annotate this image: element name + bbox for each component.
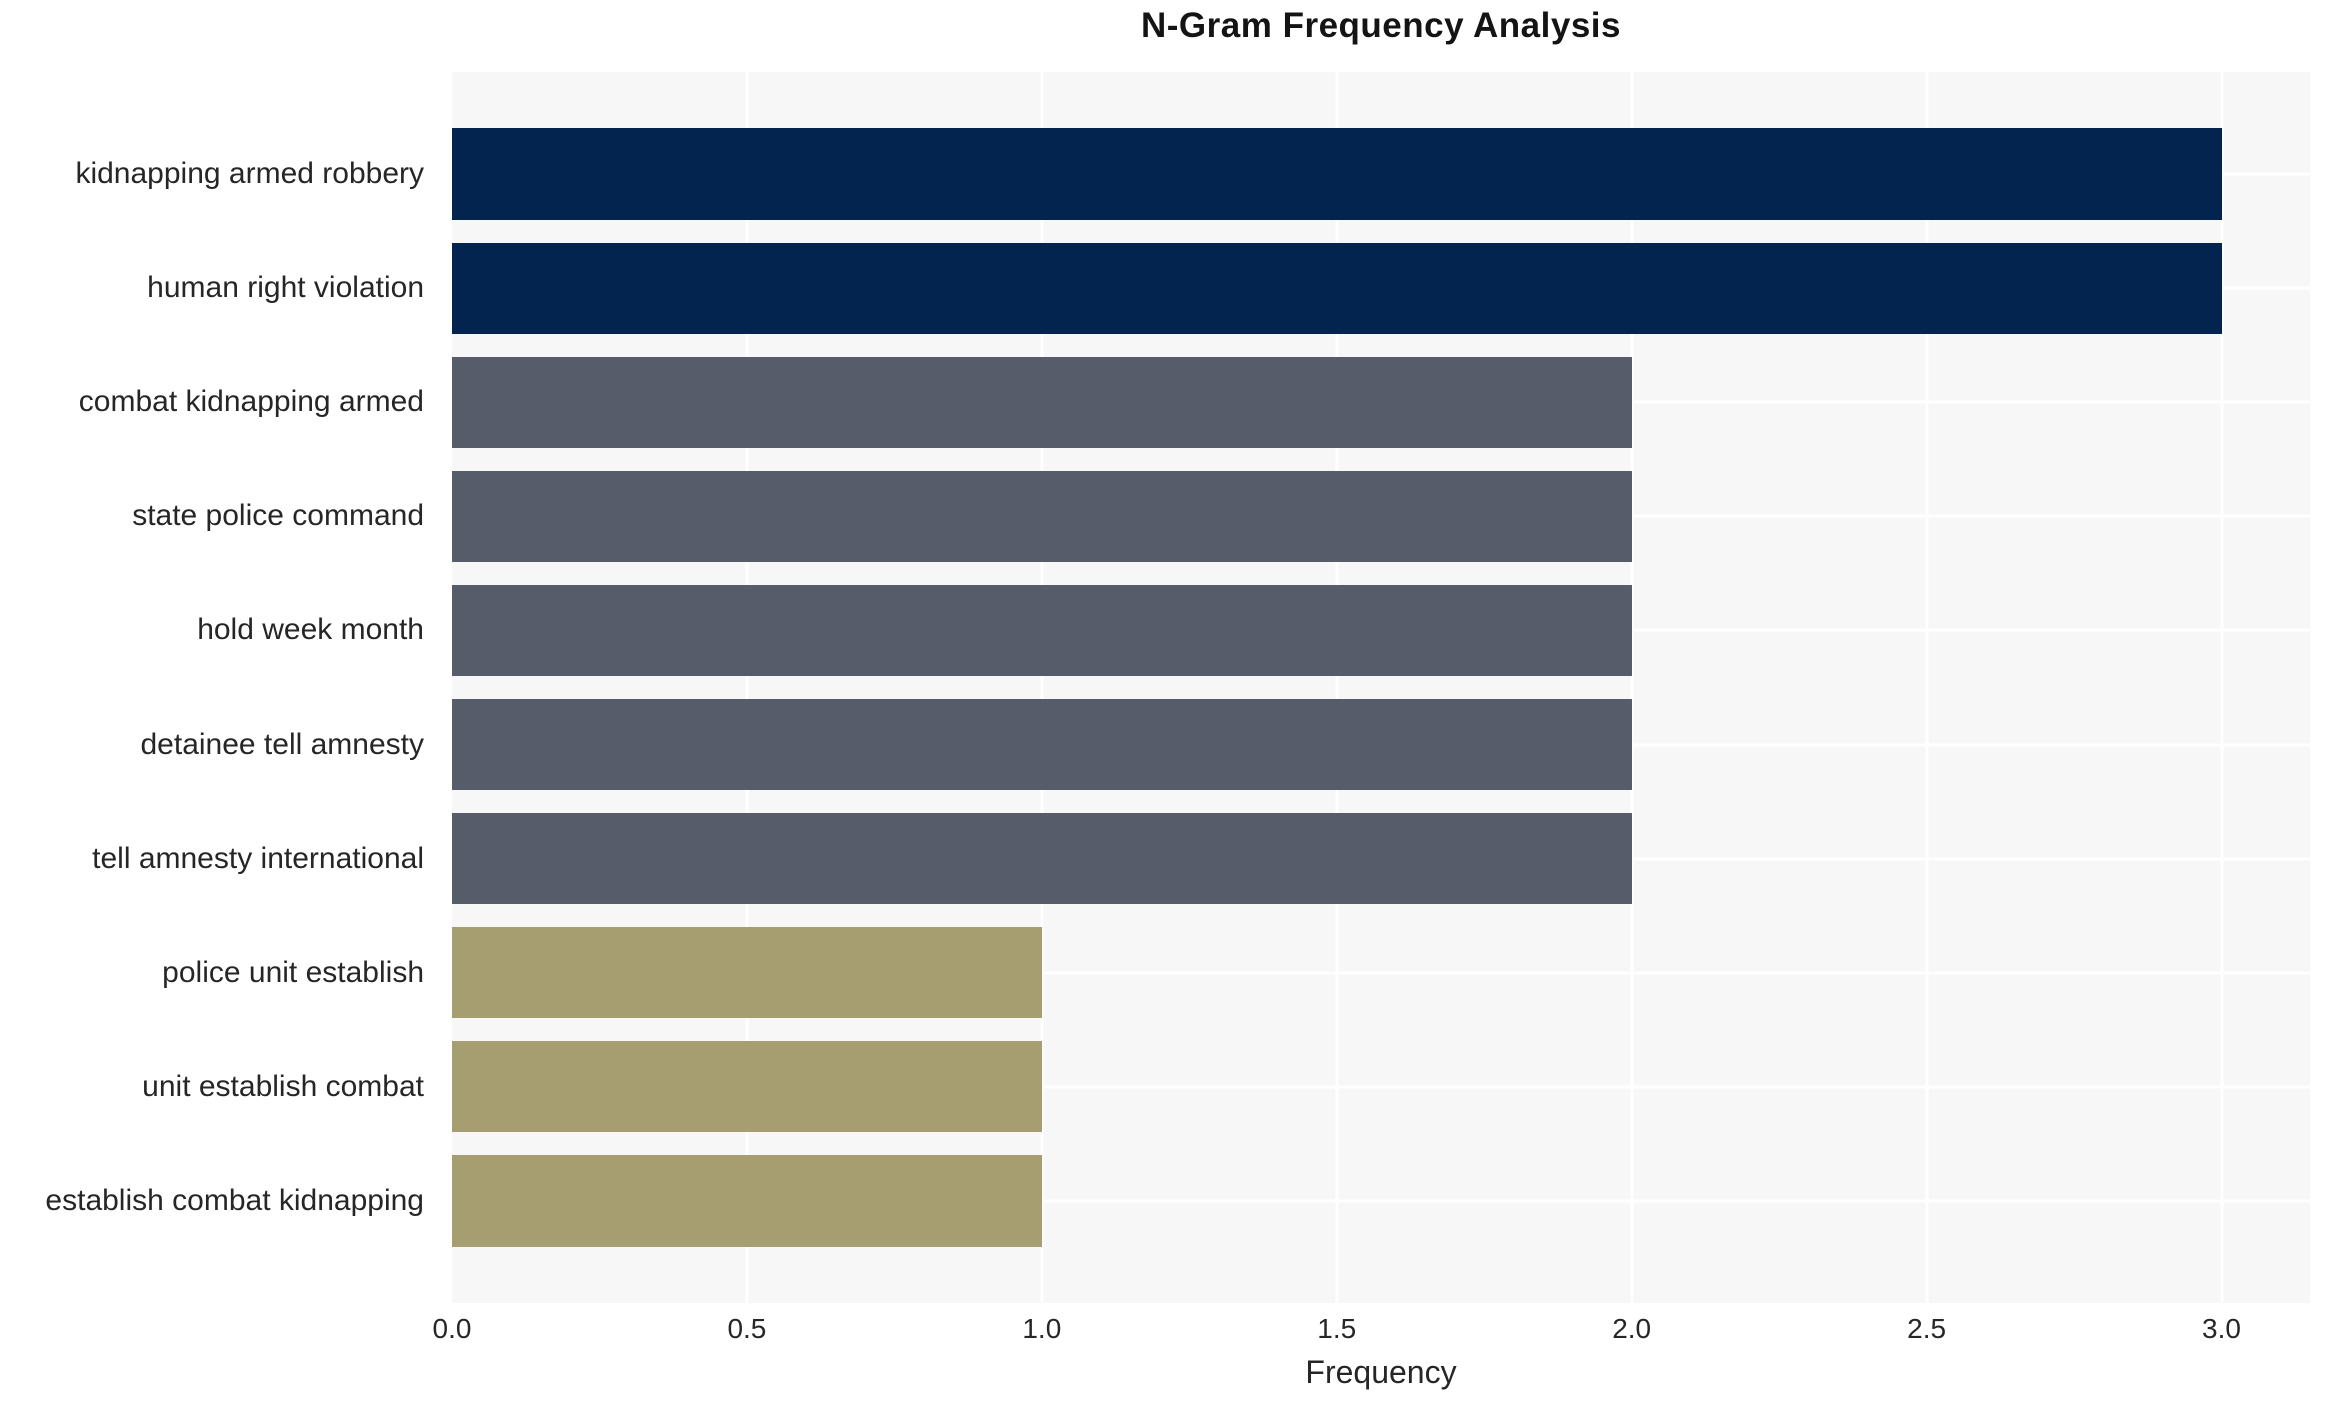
bar-human-right-violation bbox=[452, 242, 2222, 334]
bar-unit-establish-combat bbox=[452, 1041, 1042, 1133]
category-label: detainee tell amnesty bbox=[140, 727, 424, 761]
x-tick-label: 2.5 bbox=[1907, 1313, 1947, 1344]
category-label: hold week month bbox=[197, 613, 424, 647]
bar-row bbox=[452, 345, 2310, 459]
plot-area bbox=[452, 72, 2310, 1303]
bar-row bbox=[452, 459, 2310, 573]
x-tick-label: 1.0 bbox=[1022, 1313, 1062, 1344]
x-gridline bbox=[1335, 72, 1339, 1303]
category-label: combat kidnapping armed bbox=[78, 385, 424, 419]
bar-detainee-tell-amnesty bbox=[452, 698, 1632, 791]
bar-row bbox=[452, 1144, 2310, 1258]
chart-title: N-Gram Frequency Analysis bbox=[1141, 6, 1621, 45]
x-gridline bbox=[745, 72, 749, 1303]
y-gridline bbox=[452, 971, 2310, 975]
y-gridline bbox=[452, 1085, 2310, 1089]
bar-row bbox=[452, 117, 2310, 231]
category-label: unit establish combat bbox=[142, 1069, 424, 1103]
category-label: human right violation bbox=[147, 271, 424, 305]
x-gridline bbox=[1925, 72, 1929, 1303]
category-label: kidnapping armed robbery bbox=[75, 157, 424, 191]
bar-tell-amnesty-international bbox=[452, 812, 1632, 905]
bar-establish-combat-kidnapping bbox=[452, 1155, 1042, 1247]
category-label: state police command bbox=[132, 499, 424, 533]
bar-hold-week-month bbox=[452, 584, 1632, 677]
bar-state-police-command bbox=[452, 470, 1632, 562]
x-tick-label: 0.5 bbox=[727, 1313, 767, 1344]
x-tick-label: 2.0 bbox=[1612, 1313, 1652, 1344]
bar-row bbox=[452, 916, 2310, 1030]
category-label: tell amnesty international bbox=[92, 841, 424, 875]
y-axis-category-labels: kidnapping armed robbery human right viol… bbox=[0, 72, 438, 1303]
category-label: establish combat kidnapping bbox=[45, 1183, 424, 1217]
bar-row bbox=[452, 231, 2310, 345]
x-gridline bbox=[1630, 72, 1634, 1303]
bar-combat-kidnapping-armed bbox=[452, 356, 1632, 448]
category-label: police unit establish bbox=[162, 955, 424, 989]
bar-police-unit-establish bbox=[452, 927, 1042, 1019]
x-gridline bbox=[1040, 72, 1044, 1303]
x-axis-title: Frequency bbox=[1305, 1354, 1457, 1390]
x-tick-label: 0.0 bbox=[432, 1313, 472, 1344]
bar-kidnapping-armed-robbery bbox=[452, 128, 2222, 220]
x-gridline bbox=[2220, 72, 2224, 1303]
bar-row bbox=[452, 573, 2310, 687]
bar-rows bbox=[452, 72, 2310, 1303]
bar-row bbox=[452, 802, 2310, 916]
x-tick-label: 1.5 bbox=[1317, 1313, 1357, 1344]
bar-row bbox=[452, 1030, 2310, 1144]
x-tick-label: 3.0 bbox=[2202, 1313, 2241, 1344]
x-axis-ticks: 0.0 0.5 1.0 1.5 2.0 2.5 3.0 bbox=[433, 1313, 2310, 1349]
y-gridline bbox=[452, 1199, 2310, 1203]
bar-row bbox=[452, 687, 2310, 801]
